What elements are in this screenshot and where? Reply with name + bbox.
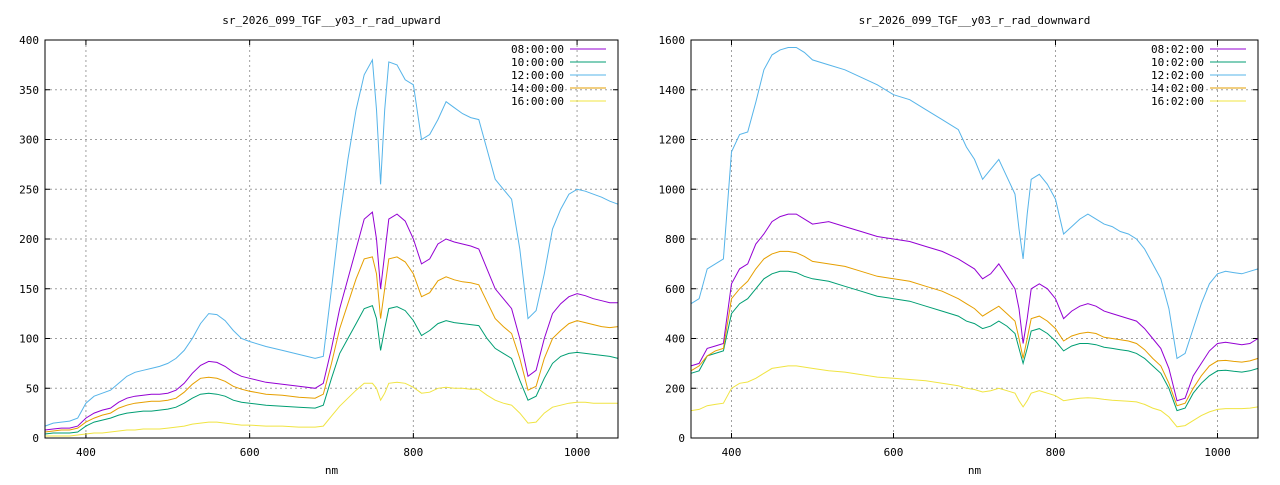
y-tick-label: 200 — [19, 233, 39, 246]
x-tick-label: 400 — [76, 446, 96, 459]
y-tick-label: 1200 — [659, 134, 686, 147]
series-line-100000 — [44, 305, 619, 435]
series-line-100200 — [690, 270, 1259, 412]
legend-entry-label: 10:00:00 — [511, 56, 564, 69]
y-tick-label: 150 — [19, 283, 39, 296]
legend-entry-label: 16:02:00 — [1151, 95, 1204, 108]
x-tick-label: 400 — [722, 446, 742, 459]
series-line-140200 — [690, 250, 1259, 407]
y-tick-label: 1000 — [659, 183, 686, 196]
legend-entry-label: 08:00:00 — [511, 43, 564, 56]
y-tick-label: 1400 — [659, 84, 686, 97]
y-tick-label: 600 — [665, 283, 685, 296]
plot-frame — [44, 39, 619, 439]
x-axis-label-upward: nm — [325, 464, 339, 477]
plot-frame — [690, 39, 1259, 439]
y-tick-label: 200 — [665, 382, 685, 395]
x-tick-label: 800 — [403, 446, 423, 459]
chart-panel-upward: sr_2026_099_TGF__y03_r_rad_upward nm 0 50… — [19, 14, 619, 477]
y-tick-label: 1600 — [659, 34, 686, 47]
legend-entry-label: 08:02:00 — [1151, 43, 1204, 56]
y-tick-label: 0 — [678, 432, 685, 445]
y-tick-label: 400 — [19, 34, 39, 47]
legend-entry-label: 14:00:00 — [511, 82, 564, 95]
series-line-080200 — [690, 213, 1259, 402]
y-tick-label: 50 — [26, 382, 39, 395]
y-tick-label: 0 — [32, 432, 39, 445]
series-line-120200 — [690, 47, 1259, 360]
chart-title-downward: sr_2026_099_TGF__y03_r_rad_downward — [859, 14, 1091, 27]
y-tick-label: 100 — [19, 333, 39, 346]
series-line-160200 — [690, 365, 1259, 428]
x-tick-label: 800 — [1046, 446, 1066, 459]
y-tick-label: 250 — [19, 183, 39, 196]
series-line-140000 — [44, 256, 619, 433]
y-tick-label: 400 — [665, 333, 685, 346]
x-tick-label: 1000 — [564, 446, 591, 459]
y-tick-label: 350 — [19, 84, 39, 97]
series-line-080000 — [44, 211, 618, 431]
legend-entry-label: 14:02:00 — [1151, 82, 1204, 95]
legend-entry-label: 16:00:00 — [511, 95, 564, 108]
chart-panel-downward: sr_2026_099_TGF__y03_r_rad_downward nm 0… — [659, 14, 1259, 477]
y-tick-label: 800 — [665, 233, 685, 246]
legend-entry-label: 12:00:00 — [511, 69, 564, 82]
legend-entry-label: 12:02:00 — [1151, 69, 1204, 82]
series-line-160000 — [45, 381, 618, 437]
chart-title-upward: sr_2026_099_TGF__y03_r_rad_upward — [222, 14, 441, 27]
series-line-120000 — [44, 58, 619, 427]
x-tick-label: 600 — [884, 446, 904, 459]
x-tick-label: 600 — [240, 446, 260, 459]
y-tick-label: 300 — [19, 134, 39, 147]
legend-entry-label: 10:02:00 — [1151, 56, 1204, 69]
x-axis-label-downward: nm — [968, 464, 982, 477]
x-tick-label: 1000 — [1204, 446, 1231, 459]
